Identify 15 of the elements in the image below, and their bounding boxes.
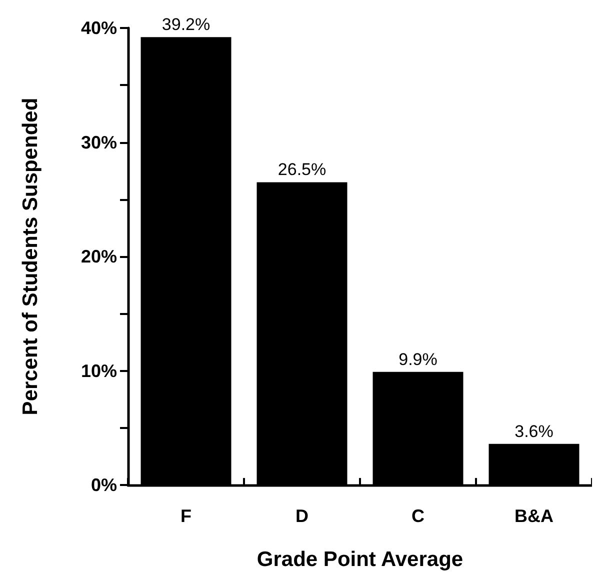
y-tick-label: 30% — [80, 132, 117, 152]
x-tick-label: F — [180, 506, 192, 526]
x-tick-label: B&A — [514, 506, 554, 526]
y-tick-label: 20% — [80, 246, 117, 266]
y-tick-label: 10% — [80, 360, 117, 381]
x-tick-label: D — [296, 506, 308, 526]
y-tick-label: 40% — [80, 18, 117, 38]
data-label: 26.5% — [278, 160, 326, 180]
y-axis-title: Percent of Students Suspended — [19, 98, 42, 416]
x-axis-title: Grade Point Average — [256, 548, 464, 571]
data-label: 9.9% — [398, 350, 438, 369]
x-tick-label: C — [412, 506, 424, 526]
data-label: 3.6% — [514, 422, 554, 441]
y-tick-label: 0% — [90, 475, 117, 495]
data-label: 39.2% — [162, 15, 210, 34]
